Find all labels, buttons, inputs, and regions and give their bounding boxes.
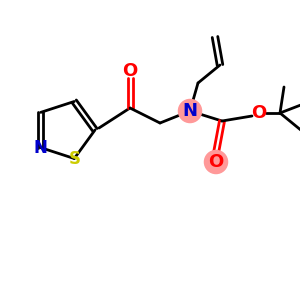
Text: N: N: [182, 102, 197, 120]
Text: O: O: [251, 104, 267, 122]
Text: S: S: [68, 149, 80, 167]
Text: O: O: [208, 153, 224, 171]
Text: N: N: [34, 139, 48, 157]
Text: O: O: [122, 62, 138, 80]
